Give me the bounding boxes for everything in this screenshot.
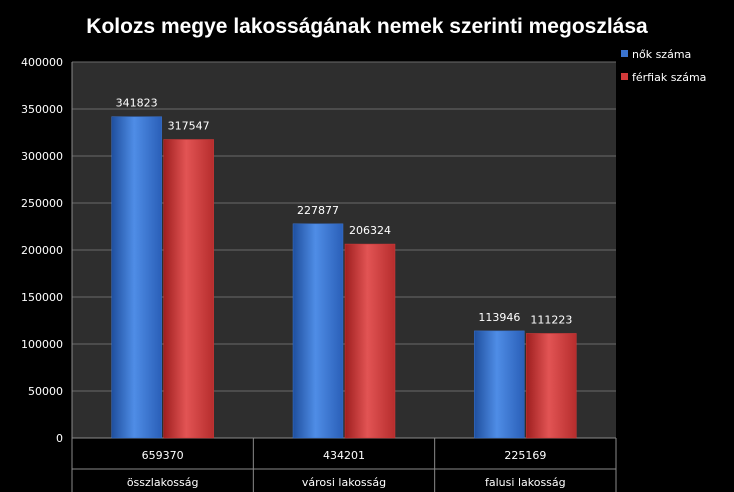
bar-nok [111,116,162,439]
bar-ferfiak [526,333,577,439]
bar-ferfiak [163,139,214,439]
category-label: összlakosság [127,476,199,489]
legend-swatch [621,50,628,57]
data-label: 206324 [349,224,391,237]
legend-swatch [621,73,628,80]
y-tick-label: 300000 [21,150,63,163]
category-total: 434201 [323,449,365,462]
bar-nok [474,330,525,439]
y-tick-label: 150000 [21,291,63,304]
data-label: 227877 [297,204,339,217]
legend-label: nők száma [632,48,691,61]
y-tick-label: 0 [56,432,63,445]
chart-title: Kolozs megye lakosságának nemek szerinti… [86,15,648,38]
data-label: 317547 [168,120,210,133]
y-tick-label: 400000 [21,56,63,69]
category-label: városi lakosság [302,476,386,489]
data-label: 111223 [530,313,572,326]
gridlines [72,61,616,392]
data-label: 113946 [478,311,520,324]
y-tick-label: 100000 [21,338,63,351]
bars [111,116,577,439]
data-table: 659370 összlakosság 434201 városi lakosság 2… [71,438,617,492]
y-tick-label: 250000 [21,197,63,210]
bar-nok [292,223,344,439]
y-tick-label: 350000 [21,103,63,116]
legend-label: férfiak száma [632,71,706,84]
y-tick-label: 200000 [21,244,63,257]
data-label: 341823 [116,97,158,110]
data-labels: 341823 317547 227877 206324 113946 111223 [116,97,573,327]
bar-ferfiak [344,243,396,439]
category-label: falusi lakosság [485,476,566,489]
category-total: 225169 [504,449,546,462]
category-total: 659370 [142,449,184,462]
y-tick-label: 50000 [28,385,63,398]
y-axis: 0 50000 100000 150000 200000 250000 300000 3500… [21,56,616,445]
legend: nők száma férfiak száma [621,48,706,84]
